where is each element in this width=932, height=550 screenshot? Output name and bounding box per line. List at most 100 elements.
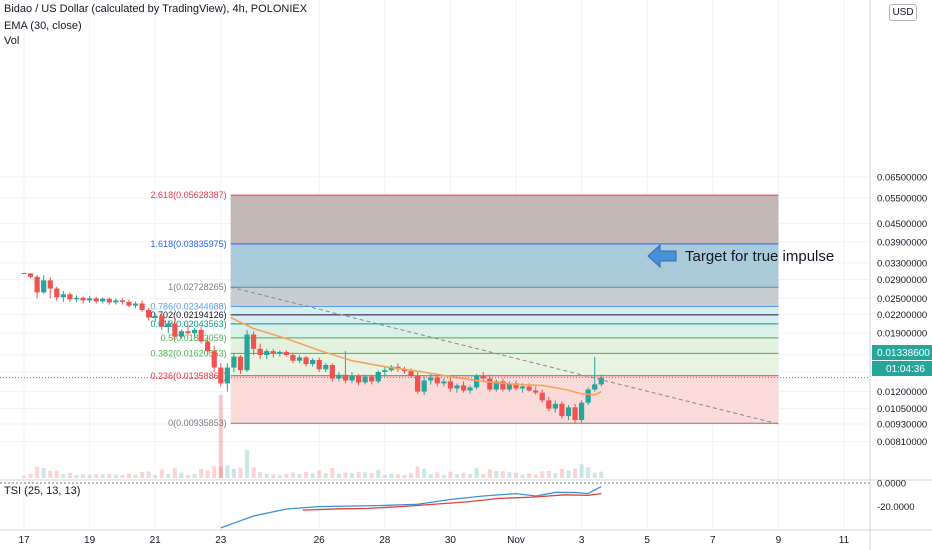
candle-body [244,334,250,371]
volume-bar [264,473,269,478]
price-tick-label: 0.01050000 [877,404,927,415]
volume-bar [192,473,197,478]
candle-body [47,280,53,289]
volume-bar [218,466,223,478]
tsi-tick-label: 0.0000 [877,479,906,490]
volume-bar [120,475,125,478]
candle-body [375,372,381,382]
candle-body [211,351,217,368]
volume-bar [533,474,538,478]
price-tick-label: 0.02900000 [877,275,927,286]
volume-bar [415,466,420,478]
volume-bar [35,466,40,478]
volume-bar [468,474,473,478]
time-tick-label: 7 [710,535,716,546]
candle-body [454,385,460,389]
time-tick-label: 11 [839,535,850,546]
fib-level-label: 2.618(0.05628387) [151,190,227,200]
volume-bar [245,450,250,478]
volume-bar [107,473,112,478]
candle-body [73,297,80,300]
price-tick-label: 0.06500000 [877,172,927,183]
ema-legend: EMA (30, close) [4,20,82,32]
volume-bar [212,466,217,478]
volume-bar [520,474,525,478]
fib-level-label: 0.236(0.01358862) [151,371,227,381]
volume-bar [382,474,387,478]
candle-body [565,407,572,417]
fib-level-label: 1.618(0.03835975) [151,239,227,249]
fib-zone [230,323,779,338]
time-axis[interactable]: 17 19 21 23 26 28 30 Nov 3 5 7 9 11 [18,535,849,546]
candle-body [316,359,322,370]
candle-body [487,378,493,390]
volume-bar [592,472,597,478]
volume-bar [336,473,341,478]
price-tag: 0.01338600 01:04:36 [872,345,932,376]
candle-body [480,375,486,379]
candle-body [401,369,408,372]
candle-body [539,392,545,401]
volume-bar [441,474,446,478]
volume-bar [487,469,492,478]
candle-body [585,389,591,403]
volume-bar [402,474,407,478]
candle-body [290,355,296,361]
volume-bar [146,471,151,478]
candle-body [506,383,513,390]
volume-bar [140,472,145,478]
candle-body [231,356,237,368]
candle-body [546,400,552,409]
volume-bar [277,475,282,478]
candle-body [388,366,394,371]
arrow-annotation[interactable]: Target for true impulse [647,243,834,269]
tsi-indicator: 0.0000 -20.0000 [220,479,915,529]
volume-bar [41,468,46,478]
candle-body [382,370,388,373]
candle-body [191,329,198,334]
volume-bar [218,395,223,478]
price-axis-bg [871,0,932,530]
tsi-series-line [220,485,602,529]
candle-body [80,297,86,301]
volume-bar [356,471,361,478]
price-tick-label: 0.02200000 [877,310,927,321]
trend-line[interactable] [230,286,779,425]
candle-body [205,341,211,352]
vol-legend: Vol [4,35,20,47]
candle-body [119,300,125,302]
candle-body [428,377,434,381]
candle-body [598,377,604,385]
candle-body [552,403,558,409]
volume-bar [186,474,190,478]
volume-bar [586,467,591,478]
volume-bar [199,469,204,478]
volume-bar [251,467,256,478]
fib-level-label: 0.618(0.02043563) [151,319,227,329]
fib-zone [230,306,779,315]
currency-badge[interactable]: USD [889,4,917,21]
candle-body [159,315,165,327]
price-tick-label: 0.05500000 [877,194,927,205]
candle-body [513,383,519,389]
fib-level-label: 0.382(0.01620553) [151,348,227,358]
volume-bar [126,473,131,478]
countdown-label: 01:04:36 [886,364,925,375]
price-axis[interactable]: 0.00810000 0.00930000 0.01050000 0.01200000… [871,0,932,530]
time-tick-label: 5 [644,535,650,546]
tsi-legend: TSI (25, 13, 13) [4,485,81,497]
fib-level-label: 1(0.02728265) [168,282,227,292]
volume-bar [507,472,512,478]
ema-line [230,316,602,396]
candle-body [460,385,467,391]
candle-body [362,376,368,383]
volume-bar [428,474,433,478]
price-tick-label: 0.00930000 [877,420,927,431]
fib-zone [230,243,779,288]
volume-bar [153,474,158,478]
candle-body [355,375,362,383]
fibonacci-retracement[interactable]: 0(0.00935853) 0.236(0.01358862) 0.382(0.01… [151,190,779,428]
candle-body [198,329,204,342]
candle-body [41,280,47,293]
